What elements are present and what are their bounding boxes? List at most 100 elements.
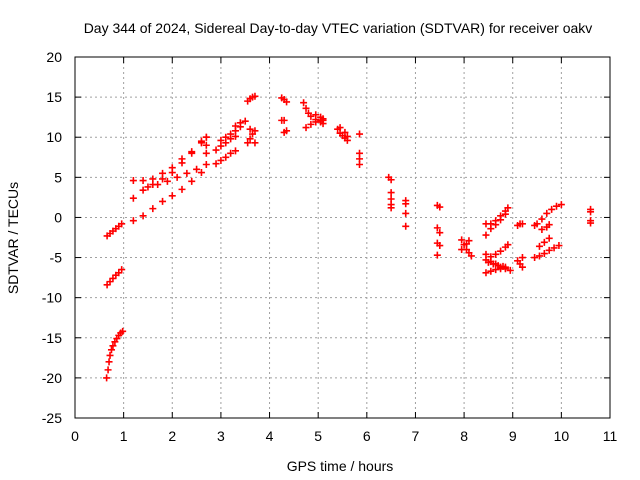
y-tick-label: -15	[42, 330, 62, 346]
data-point	[402, 222, 410, 230]
x-tick-label: 3	[217, 428, 225, 444]
data-point	[202, 149, 210, 157]
data-point	[178, 185, 186, 193]
series-arc-h1	[385, 173, 395, 212]
data-point	[212, 160, 220, 168]
series-arc-j5	[482, 263, 509, 277]
data-point	[402, 209, 410, 217]
data-point	[467, 252, 475, 260]
x-tick-label: 10	[554, 428, 570, 444]
data-point	[506, 266, 514, 274]
series-arc-i2	[458, 236, 475, 260]
series-arc-d1	[244, 125, 259, 147]
data-point	[492, 221, 500, 229]
data-point	[105, 358, 113, 366]
data-point	[312, 118, 320, 126]
data-point	[104, 366, 112, 374]
data-point	[550, 244, 558, 252]
x-tick-label: 6	[363, 428, 371, 444]
data-point	[458, 246, 466, 254]
series-arc-i1	[433, 201, 444, 259]
data-point	[518, 254, 526, 262]
data-point	[482, 231, 490, 239]
series-arc-b1	[129, 169, 205, 225]
data-point	[484, 258, 492, 266]
data-point	[535, 252, 543, 260]
series-arc-j6	[484, 258, 507, 270]
data-point	[587, 208, 595, 216]
data-point	[188, 177, 196, 185]
data-point	[492, 250, 500, 258]
series-arc-l2	[531, 242, 563, 262]
data-point	[232, 147, 239, 155]
data-point	[197, 139, 205, 147]
data-point	[302, 124, 310, 132]
data-point	[139, 177, 147, 185]
data-point	[387, 189, 395, 197]
y-tick-label: 5	[54, 169, 62, 185]
x-tick-label: 4	[266, 428, 274, 444]
data-point	[193, 165, 201, 173]
series-arc-d2	[244, 92, 259, 105]
data-point	[222, 153, 230, 161]
data-point	[139, 186, 147, 194]
data-point	[236, 123, 244, 131]
data-point	[129, 177, 137, 185]
series-arc-c3	[232, 117, 249, 130]
series-arc-a3	[103, 220, 126, 240]
y-tick-label: 0	[54, 209, 62, 225]
data-point	[518, 263, 526, 271]
x-tick-label: 1	[120, 428, 128, 444]
y-tick-label: 20	[46, 49, 62, 65]
data-point	[489, 260, 497, 268]
data-point	[545, 246, 553, 254]
series-arc-e2	[278, 116, 288, 124]
data-point	[168, 164, 176, 172]
data-point	[202, 141, 210, 149]
data-point	[109, 342, 117, 350]
data-point	[538, 215, 546, 223]
data-point	[183, 169, 191, 177]
series-arc-l4	[535, 234, 553, 250]
data-point	[319, 115, 327, 123]
data-point	[197, 169, 205, 177]
plot-frame	[74, 56, 611, 419]
data-point	[343, 132, 351, 140]
data-point	[107, 346, 115, 354]
data-point	[387, 176, 395, 184]
data-point	[129, 194, 137, 202]
data-point	[251, 127, 259, 135]
data-point	[501, 210, 509, 218]
data-point	[188, 148, 196, 156]
data-point	[144, 183, 152, 191]
data-point	[402, 200, 410, 208]
data-point	[540, 238, 548, 246]
series-arc-b4	[144, 160, 210, 191]
data-point	[533, 220, 541, 228]
axis-ticks: 0 1 2 3 4 5 6 7 8 9 10 11 -25 -20 -15 -10 -5 0 5 10 15 20	[42, 49, 618, 444]
x-tick-label: 11	[603, 428, 618, 444]
data-point	[246, 135, 254, 143]
data-point	[436, 203, 444, 211]
data-point	[543, 209, 551, 217]
series-arc-b5	[202, 141, 210, 157]
data-point	[436, 229, 444, 237]
x-axis-label: GPS time / hours	[287, 458, 394, 474]
series-arc-c2	[212, 132, 239, 154]
data-point	[497, 216, 505, 224]
series-arc-b3	[129, 133, 210, 185]
y-tick-label: -10	[42, 290, 62, 306]
y-axis-label: SDTVAR / TECUs	[5, 182, 21, 294]
data-point	[487, 225, 495, 233]
chart-title: Day 344 of 2024, Sidereal Day-to-day VTE…	[84, 20, 593, 36]
data-point	[173, 173, 181, 181]
data-point	[548, 205, 556, 213]
data-point	[487, 267, 495, 275]
data-point	[494, 262, 502, 270]
series-arc-l3	[538, 221, 553, 233]
data-point	[241, 117, 249, 125]
series-arc-l1	[531, 201, 565, 229]
data-point	[217, 156, 225, 164]
data-point	[232, 127, 239, 135]
data-point	[518, 220, 526, 228]
